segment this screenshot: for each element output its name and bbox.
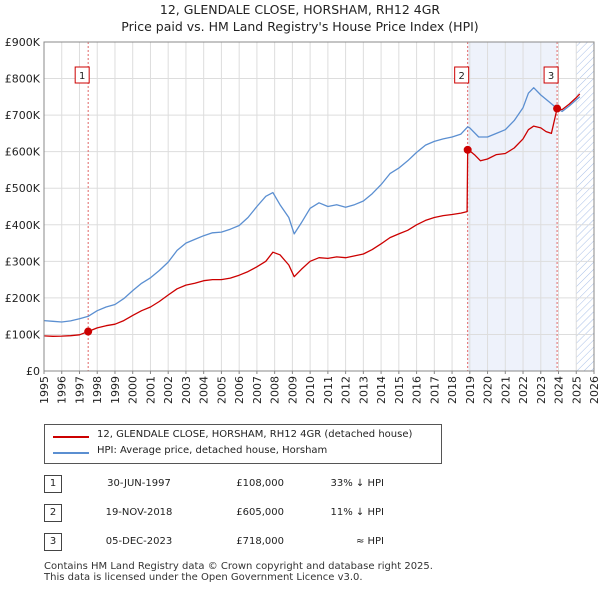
- x-tick-label: 2018: [446, 376, 459, 404]
- sale-row: 2 19-NOV-2018 £605,000 11% ↓ HPI: [44, 504, 464, 522]
- x-tick-label: 2007: [251, 376, 264, 404]
- x-tick-label: 2006: [233, 376, 246, 404]
- x-tick-label: 2016: [411, 376, 424, 404]
- x-tick-label: 2019: [464, 376, 477, 404]
- chart-title-line1: 12, GLENDALE CLOSE, HORSHAM, RH12 4GR: [159, 2, 441, 17]
- x-tick-label: 2022: [517, 376, 530, 404]
- sale-row: 1 30-JUN-1997 £108,000 33% ↓ HPI: [44, 475, 464, 493]
- price-chart: 1 2 3 £0 £100K £200K £300K £400K £500K £600K £700K…: [5, 36, 600, 404]
- sale-date: 05-DEC-2023: [105, 536, 173, 547]
- forecast-hatch: [576, 42, 594, 371]
- sale-number: 1: [44, 475, 62, 493]
- sale-hpi-diff: 11% ↓ HPI: [330, 507, 384, 518]
- sale-hpi-diff: ≈ HPI: [355, 536, 384, 547]
- x-tick-label: 1996: [56, 376, 69, 404]
- chart-title-line2: Price paid vs. HM Land Registry's House …: [121, 19, 479, 34]
- x-tick-label: 2021: [499, 376, 512, 404]
- sale-hpi-diff: 33% ↓ HPI: [330, 478, 384, 489]
- ownership-band: [467, 42, 558, 371]
- x-tick-label: 2017: [428, 376, 441, 404]
- y-tick-label: £800K: [5, 73, 41, 86]
- footer-copyright: Contains HM Land Registry data © Crown c…: [44, 561, 433, 572]
- x-tick-label: 2011: [322, 376, 335, 404]
- y-tick-label: £500K: [5, 182, 41, 195]
- legend-label-hpi: HPI: Average price, detached house, Hors…: [97, 445, 328, 456]
- y-tick-label: £400K: [5, 219, 41, 232]
- x-tick-label: 2005: [215, 376, 228, 404]
- legend-label-property: 12, GLENDALE CLOSE, HORSHAM, RH12 4GR (d…: [97, 429, 413, 440]
- sale-number: 3: [44, 533, 62, 551]
- sale-date: 30-JUN-1997: [107, 478, 171, 489]
- x-tick-label: 1999: [109, 376, 122, 404]
- x-tick-label: 2002: [162, 376, 175, 404]
- sale-point: [463, 145, 472, 154]
- x-tick-label: 2009: [286, 376, 299, 404]
- y-tick-label: £600K: [5, 146, 41, 159]
- sale-row: 3 05-DEC-2023 £718,000 ≈ HPI: [44, 533, 464, 551]
- sale-label-box: [543, 66, 559, 84]
- sale-label: 2: [454, 66, 470, 84]
- x-tick-label: 2000: [127, 376, 140, 404]
- x-tick-label: 1998: [91, 376, 104, 404]
- legend-swatch-property: [53, 436, 89, 438]
- y-tick-label: £300K: [5, 255, 41, 268]
- x-tick-label: 2014: [375, 376, 388, 404]
- legend: 12, GLENDALE CLOSE, HORSHAM, RH12 4GR (d…: [44, 424, 442, 464]
- legend-swatch-hpi: [53, 452, 89, 454]
- sale-point: [553, 104, 562, 113]
- sale-number: 2: [44, 504, 62, 522]
- footer: Contains HM Land Registry data © Crown c…: [44, 561, 433, 583]
- y-tick-label: £700K: [5, 109, 41, 122]
- plot-frame: [43, 41, 595, 372]
- x-tick-label: 2012: [340, 376, 353, 404]
- sale-date: 19-NOV-2018: [105, 507, 173, 518]
- sale-label-text: 1: [79, 71, 85, 82]
- sale-label-text: 3: [548, 71, 554, 82]
- x-tick-label: 2001: [144, 376, 157, 404]
- sale-label-text: 2: [458, 71, 464, 82]
- x-tick-label: 2024: [553, 376, 566, 404]
- x-tick-label: 1997: [73, 376, 86, 404]
- y-tick-label: £900K: [5, 36, 41, 49]
- x-tick-label: 2004: [198, 376, 211, 404]
- x-tick-label: 1995: [38, 376, 51, 404]
- x-tick-label: 2023: [535, 376, 548, 404]
- hpi-line: [43, 87, 581, 323]
- y-tick-label: £100K: [5, 328, 41, 341]
- sale-label-box: [454, 66, 470, 84]
- sale-price: £718,000: [236, 536, 284, 547]
- x-tick-label: 2026: [588, 376, 600, 404]
- y-tick-label: £200K: [5, 292, 41, 305]
- x-tick-label: 2015: [393, 376, 406, 404]
- sale-price: £605,000: [236, 507, 284, 518]
- y-tick-label: £0: [26, 365, 40, 378]
- x-tick-label: 2025: [570, 376, 583, 404]
- sale-price: £108,000: [236, 478, 284, 489]
- x-tick-label: 2008: [269, 376, 282, 404]
- sale-label: 3: [543, 66, 559, 84]
- x-tick-label: 2010: [304, 376, 317, 404]
- sale-label-box: [74, 66, 90, 84]
- property-price-line: [43, 93, 581, 337]
- sale-label: 1: [74, 66, 90, 84]
- sale-point: [84, 327, 93, 336]
- x-tick-label: 2003: [180, 376, 193, 404]
- x-tick-label: 2020: [482, 376, 495, 404]
- x-tick-label: 2013: [357, 376, 370, 404]
- footer-licence: This data is licensed under the Open Gov…: [44, 572, 363, 583]
